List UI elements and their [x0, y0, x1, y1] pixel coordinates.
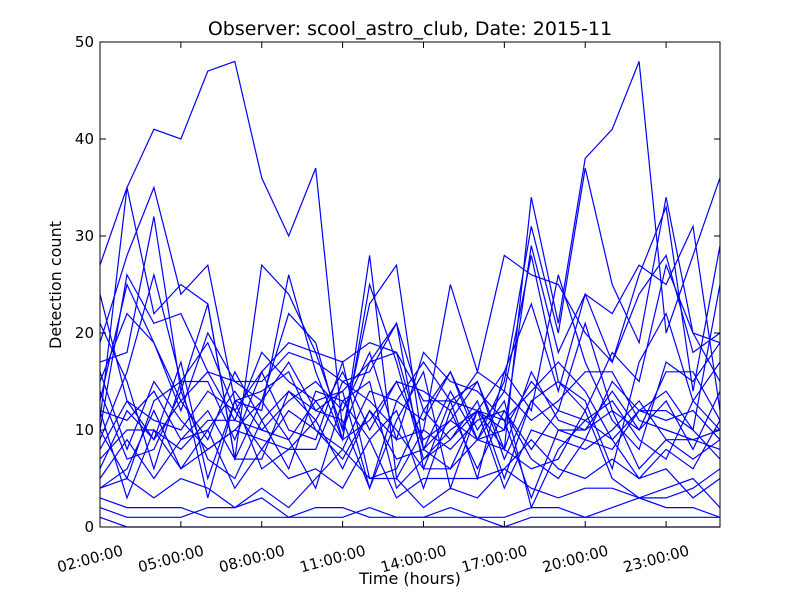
- y-tick-label: 30: [75, 227, 94, 245]
- series-line-1: [99, 60, 721, 470]
- series-line-12: [99, 360, 721, 491]
- y-tick-label: 50: [75, 33, 94, 51]
- y-tick-label: 20: [75, 324, 94, 342]
- plot-frame: [99, 41, 721, 528]
- series-layer: [99, 60, 721, 528]
- y-tick-label: 40: [75, 130, 94, 148]
- x-tick-label: 23:00:00: [621, 541, 691, 576]
- tick-layer: 0 10 20 30 40 50 02:00:00 05:00:00 08:00:00 11:00…: [55, 33, 720, 576]
- x-axis-label: Time (hours): [358, 569, 461, 588]
- x-tick-label: 05:00:00: [136, 541, 206, 576]
- series-line-4: [99, 204, 721, 481]
- x-tick-label: 17:00:00: [460, 541, 530, 576]
- series-line-17: [99, 399, 721, 510]
- series-line-11: [99, 370, 721, 470]
- y-tick-label: 0: [84, 518, 94, 536]
- chart-title: Observer: scool_astro_club, Date: 2015-1…: [208, 18, 612, 40]
- series-line-2: [99, 167, 721, 460]
- series-line-15: [99, 380, 721, 490]
- x-tick-label: 02:00:00: [55, 541, 125, 576]
- y-tick-label: 10: [75, 421, 94, 439]
- x-tick-label: 08:00:00: [217, 541, 287, 576]
- series-line-16: [99, 370, 721, 500]
- series-line-21: [99, 448, 721, 509]
- x-tick-label: 20:00:00: [541, 541, 611, 576]
- series-line-20: [99, 410, 721, 500]
- x-tick-label: 11:00:00: [298, 541, 368, 576]
- y-axis-label: Detection count: [46, 221, 65, 349]
- series-line-22: [99, 497, 721, 518]
- series-line-13: [99, 359, 721, 481]
- series-line-9: [99, 294, 721, 481]
- series-line-24: [99, 516, 720, 528]
- series-line-6: [99, 255, 721, 432]
- series-line-19: [99, 323, 721, 499]
- series-line-23: [99, 497, 720, 528]
- series-line-14: [99, 390, 721, 461]
